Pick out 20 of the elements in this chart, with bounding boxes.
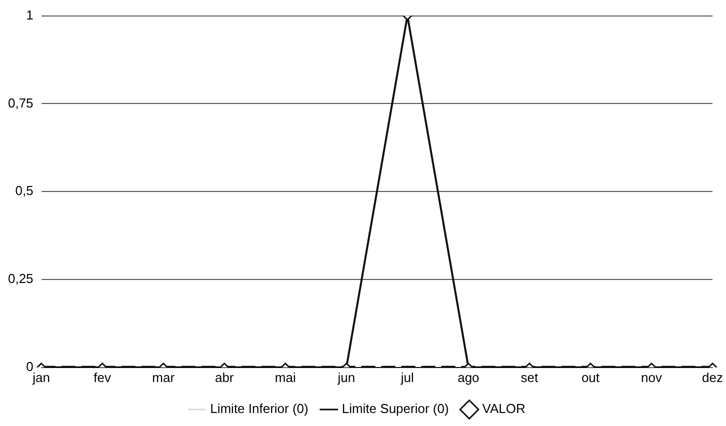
y-tick-label: 0	[26, 358, 34, 374]
x-tick-label: mar	[152, 370, 176, 385]
y-tick-label: 0,75	[8, 95, 34, 110]
x-tick-label: abr	[214, 370, 234, 385]
x-tick-label: jul	[400, 370, 414, 385]
legend-label: Limite Inferior (0)	[210, 401, 308, 416]
legend-label: VALOR	[482, 401, 526, 416]
x-tick-label: nov	[641, 370, 662, 385]
y-tick-label: 1	[26, 7, 34, 22]
x-tick-label: ago	[458, 370, 480, 385]
x-tick-label: set	[520, 370, 539, 385]
y-tick-label: 0,5	[15, 183, 34, 198]
x-tick-label: out	[581, 370, 600, 385]
x-tick-label: jun	[336, 370, 356, 385]
x-tick-label: mai	[274, 370, 296, 385]
x-tick-label: fev	[94, 370, 112, 385]
legend-label: Limite Superior (0)	[342, 401, 449, 416]
y-tick-label: 0,25	[8, 271, 34, 286]
x-tick-label: dez	[702, 370, 724, 385]
x-tick-label: jan	[32, 370, 50, 385]
